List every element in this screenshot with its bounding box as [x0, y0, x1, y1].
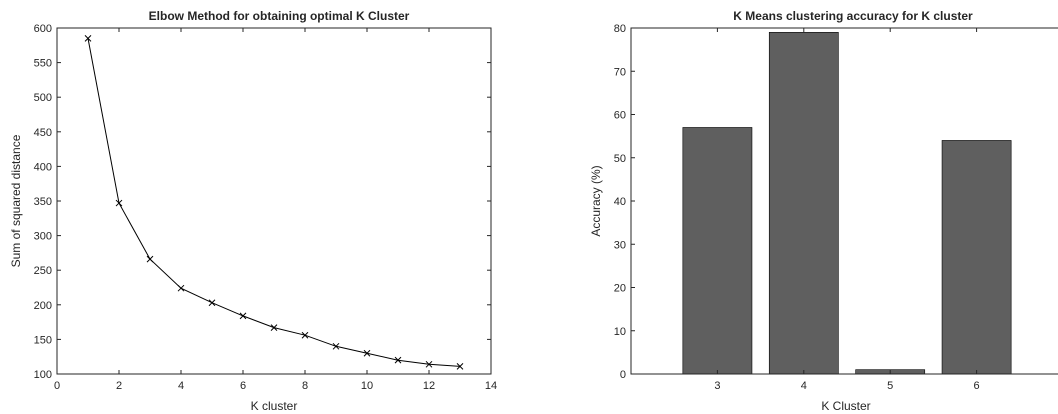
x-tick-label: 10 — [361, 380, 373, 392]
data-point-marker — [394, 356, 402, 364]
bar — [941, 140, 1012, 375]
y-tick-label: 500 — [34, 92, 52, 104]
x-tick-label: 2 — [116, 380, 122, 392]
x-tick-label: 0 — [54, 380, 60, 392]
data-point-marker — [456, 363, 464, 370]
elbow-chart-ylabel: Sum of squared distance — [9, 134, 23, 267]
x-tick-label: 8 — [302, 380, 308, 392]
y-tick-label: 300 — [34, 231, 52, 243]
data-point-marker — [270, 324, 278, 331]
accuracy-chart: K Means clustering accuracy for K cluste… — [589, 9, 1058, 413]
y-tick-label: 60 — [614, 110, 626, 122]
y-tick-label: 400 — [34, 161, 52, 173]
data-point-marker — [177, 284, 185, 292]
x-tick-label: 4 — [801, 380, 807, 392]
elbow-chart-ticks: 0 2 4 6 8 10 12 14 100 150 200 250 300 350 400 450 500 55… — [34, 23, 497, 392]
data-point-marker — [146, 255, 154, 263]
data-point-marker — [301, 331, 309, 339]
bar — [768, 32, 839, 375]
y-tick-label: 450 — [34, 127, 52, 139]
accuracy-chart-title: K Means clustering accuracy for K cluste… — [733, 9, 973, 23]
data-point-marker — [332, 342, 340, 350]
data-point-marker — [239, 312, 247, 320]
x-tick-label: 4 — [178, 380, 184, 392]
y-tick-label: 150 — [34, 334, 52, 346]
y-tick-label: 50 — [614, 153, 626, 165]
y-tick-label: 100 — [34, 369, 52, 381]
data-point-marker — [363, 349, 371, 357]
x-tick-label: 5 — [887, 380, 893, 392]
elbow-chart-title: Elbow Method for obtaining optimal K Clu… — [149, 9, 410, 23]
x-tick-label: 14 — [485, 380, 497, 392]
elbow-chart: Elbow Method for obtaining optimal K Clu… — [9, 9, 497, 413]
y-tick-label: 550 — [34, 58, 52, 70]
data-point-marker — [84, 35, 92, 42]
elbow-chart-xlabel: K cluster — [251, 399, 298, 413]
x-tick-label: 3 — [714, 380, 720, 392]
accuracy-chart-ylabel: Accuracy (%) — [589, 165, 603, 236]
y-tick-label: 40 — [614, 196, 626, 208]
accuracy-chart-bars — [682, 32, 1012, 375]
y-tick-label: 20 — [614, 283, 626, 295]
y-tick-label: 0 — [620, 369, 626, 381]
bar — [682, 127, 753, 375]
data-point-marker — [208, 299, 216, 307]
y-tick-label: 350 — [34, 196, 52, 208]
y-tick-label: 80 — [614, 23, 626, 35]
y-tick-label: 10 — [614, 326, 626, 338]
y-tick-label: 200 — [34, 300, 52, 312]
elbow-chart-axes-box — [56, 27, 492, 375]
data-point-marker — [425, 360, 433, 368]
accuracy-chart-xlabel: K Cluster — [821, 399, 870, 413]
y-tick-label: 600 — [34, 23, 52, 35]
x-tick-label: 6 — [240, 380, 246, 392]
accuracy-chart-axes-box — [630, 27, 1058, 375]
x-tick-label: 6 — [974, 380, 980, 392]
y-tick-label: 250 — [34, 265, 52, 277]
x-tick-label: 12 — [423, 380, 435, 392]
y-tick-label: 70 — [614, 66, 626, 78]
data-point-marker — [115, 199, 123, 207]
elbow-chart-plot — [84, 35, 464, 370]
y-tick-label: 30 — [614, 239, 626, 251]
